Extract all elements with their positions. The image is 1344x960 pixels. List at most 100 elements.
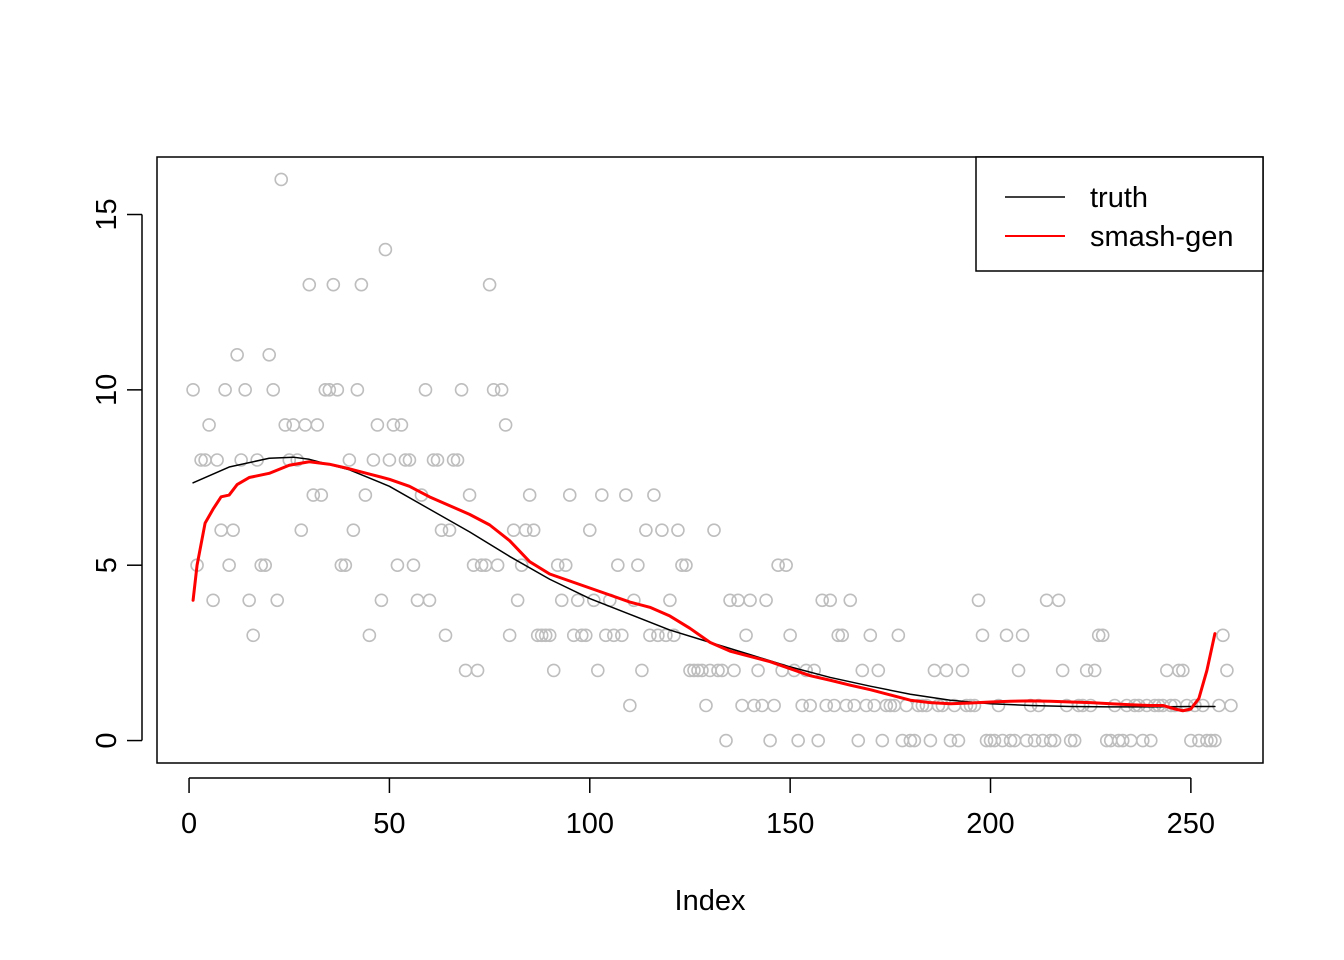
y-tick-label: 10 xyxy=(91,374,123,406)
data-point xyxy=(1083,698,1098,713)
data-point xyxy=(839,698,854,713)
data-point xyxy=(238,383,252,397)
data-point xyxy=(599,628,613,643)
scatter-points xyxy=(186,172,1238,748)
data-point xyxy=(310,418,325,432)
data-point xyxy=(975,628,990,643)
data-point xyxy=(1039,593,1054,608)
data-point xyxy=(426,453,441,467)
data-point xyxy=(1027,733,1042,748)
data-point xyxy=(1067,733,1082,748)
data-point xyxy=(611,558,625,573)
data-point xyxy=(771,558,785,573)
data-point xyxy=(1204,733,1218,748)
data-point xyxy=(226,523,240,537)
data-point xyxy=(1095,628,1110,643)
data-point xyxy=(891,628,906,643)
data-point xyxy=(939,663,954,678)
data-point xyxy=(699,698,713,713)
data-point xyxy=(290,453,305,467)
data-point xyxy=(382,453,397,467)
data-point xyxy=(438,628,453,643)
data-point xyxy=(378,242,393,257)
data-point xyxy=(675,558,689,573)
data-point xyxy=(823,593,838,608)
data-point xyxy=(1055,663,1070,678)
data-point xyxy=(326,277,341,292)
data-point xyxy=(1091,628,1106,643)
data-point xyxy=(502,628,517,643)
data-point xyxy=(687,663,701,678)
data-point xyxy=(747,698,761,713)
data-point xyxy=(334,558,349,573)
data-point xyxy=(362,628,377,643)
data-point xyxy=(915,698,930,713)
data-point xyxy=(542,628,557,643)
data-point xyxy=(558,558,573,573)
data-point xyxy=(278,418,293,432)
data-point xyxy=(883,698,898,713)
data-point xyxy=(1160,663,1174,678)
data-point xyxy=(931,698,946,713)
data-point xyxy=(659,628,673,643)
y-tick-label: 0 xyxy=(91,732,123,748)
legend-label-smash-gen: smash-gen xyxy=(1090,221,1233,253)
data-point xyxy=(590,663,605,678)
data-point xyxy=(570,593,585,608)
data-point xyxy=(859,698,874,713)
data-point xyxy=(274,172,289,187)
data-point xyxy=(731,593,745,608)
data-point xyxy=(386,418,401,432)
y-tick-label: 5 xyxy=(91,557,123,573)
data-point xyxy=(655,523,669,537)
data-point xyxy=(394,418,409,432)
data-point xyxy=(751,663,765,678)
data-point xyxy=(498,418,513,432)
data-point xyxy=(755,698,769,713)
data-point xyxy=(578,628,593,643)
data-point xyxy=(446,453,461,467)
data-point xyxy=(210,453,224,467)
data-point xyxy=(711,663,725,678)
data-point xyxy=(707,523,721,537)
data-point xyxy=(574,628,589,643)
data-point xyxy=(1079,663,1094,678)
data-point xyxy=(835,628,850,643)
data-point xyxy=(442,523,457,537)
y-axis: 0 5 10 15 xyxy=(91,198,143,749)
data-point xyxy=(194,453,208,467)
data-point xyxy=(462,488,477,502)
data-point xyxy=(667,628,681,643)
data-point xyxy=(302,277,317,292)
data-point xyxy=(430,453,445,467)
data-point xyxy=(482,277,497,292)
data-point xyxy=(286,418,301,432)
data-point xyxy=(727,663,741,678)
data-point xyxy=(763,733,777,748)
data-point xyxy=(847,698,862,713)
data-point xyxy=(1075,698,1090,713)
data-point xyxy=(851,733,866,748)
data-point xyxy=(298,418,313,432)
data-point xyxy=(418,383,433,397)
legend-box xyxy=(975,156,1264,272)
data-point xyxy=(242,593,256,608)
data-point xyxy=(671,523,685,537)
data-point xyxy=(863,628,878,643)
data-point xyxy=(615,628,629,643)
data-point xyxy=(951,733,966,748)
data-point xyxy=(230,347,244,362)
data-point xyxy=(1051,593,1066,608)
data-point xyxy=(526,523,541,537)
data-point xyxy=(1115,733,1130,748)
data-point xyxy=(1123,733,1138,748)
data-point xyxy=(538,628,553,643)
data-point xyxy=(214,523,228,537)
data-point xyxy=(1063,733,1078,748)
data-point xyxy=(955,663,970,678)
data-point xyxy=(422,593,437,608)
data-point xyxy=(911,698,926,713)
data-point xyxy=(647,488,661,502)
data-point xyxy=(474,558,489,573)
x-axis: 0 50 100 150 200 250 xyxy=(181,777,1215,840)
